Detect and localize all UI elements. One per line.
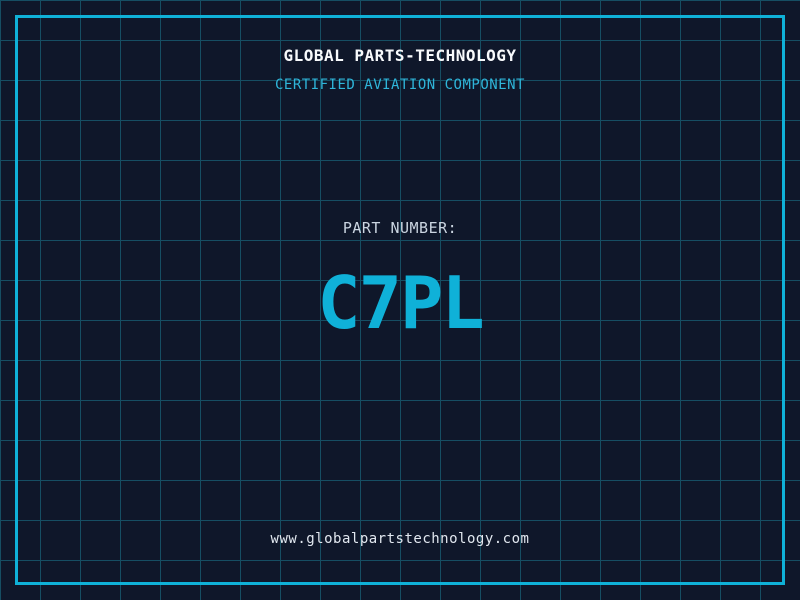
- part-number-value: C7PL: [317, 261, 484, 345]
- website-url: www.globalpartstechnology.com: [270, 531, 530, 547]
- company-name: GLOBAL PARTS-TECHNOLOGY: [283, 46, 517, 65]
- part-number-label: PART NUMBER:: [342, 219, 458, 237]
- certification-subtitle: CERTIFIED AVIATION COMPONENT: [274, 77, 525, 93]
